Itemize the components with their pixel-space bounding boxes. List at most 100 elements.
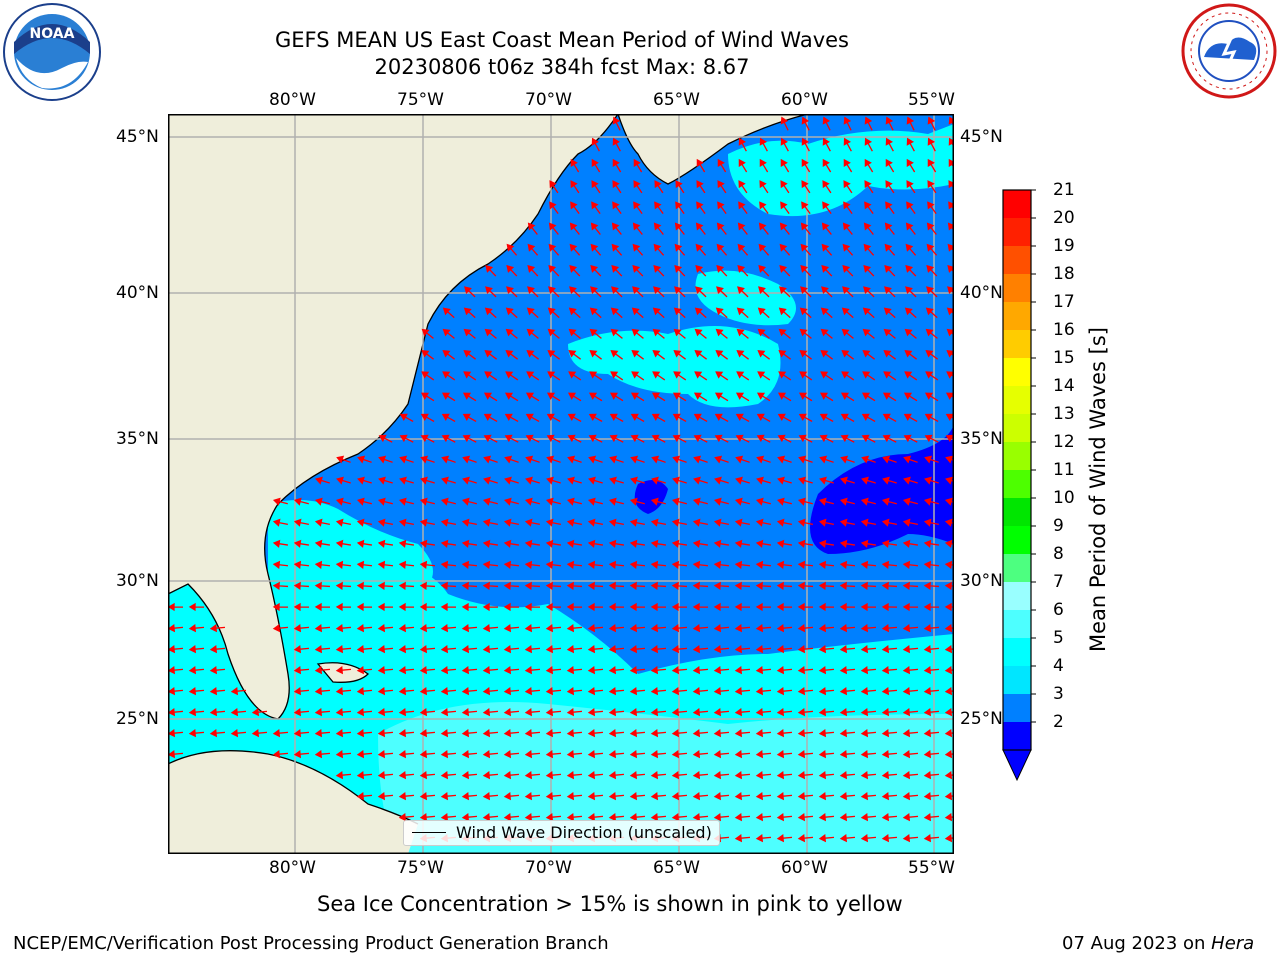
wave-direction-arrow xyxy=(377,644,394,654)
wave-direction-arrow xyxy=(797,644,814,654)
wave-direction-arrow xyxy=(883,328,896,339)
wave-direction-arrow xyxy=(695,286,707,298)
wave-direction-arrow xyxy=(881,539,898,548)
wave-direction-arrow xyxy=(863,243,875,256)
wave-direction-arrow xyxy=(671,497,687,506)
wave-direction-arrow xyxy=(902,644,919,654)
lon-label: 60°W xyxy=(781,90,828,110)
wave-direction-arrow xyxy=(461,539,478,548)
wave-direction-arrow xyxy=(734,518,750,527)
lon-label: 55°W xyxy=(908,90,955,110)
wave-direction-arrow xyxy=(545,728,562,738)
wave-direction-arrow xyxy=(692,770,709,780)
wave-direction-arrow xyxy=(608,539,625,548)
wave-direction-arrow xyxy=(671,728,688,738)
wave-direction-arrow xyxy=(587,623,604,633)
wave-direction-arrow xyxy=(777,455,792,464)
wave-direction-arrow xyxy=(629,560,646,569)
wave-direction-arrow xyxy=(419,581,436,591)
wave-direction-arrow xyxy=(902,539,919,548)
wave-direction-arrow xyxy=(546,434,561,443)
wave-direction-arrow xyxy=(650,791,667,801)
wave-direction-arrow xyxy=(610,371,624,381)
wave-direction-arrow xyxy=(905,222,916,235)
wave-direction-arrow xyxy=(843,158,853,173)
wave-direction-arrow xyxy=(188,644,205,654)
wave-direction-arrow xyxy=(736,328,749,339)
wave-direction-arrow xyxy=(547,371,561,381)
wave-direction-arrow xyxy=(293,602,310,612)
wave-direction-arrow xyxy=(863,265,875,277)
colorbar-segment xyxy=(1003,610,1031,639)
wave-direction-arrow xyxy=(881,686,898,696)
wave-direction-arrow xyxy=(420,455,435,464)
wave-direction-arrow xyxy=(884,222,895,235)
wave-direction-arrow xyxy=(884,265,896,277)
wave-direction-arrow xyxy=(398,602,415,612)
colorbar-segment xyxy=(1003,722,1031,751)
wave-direction-arrow xyxy=(651,434,666,443)
wave-direction-arrow xyxy=(776,539,793,548)
wave-direction-arrow xyxy=(461,497,477,506)
wave-direction-arrow xyxy=(839,749,856,759)
wave-direction-arrow xyxy=(737,243,749,256)
wave-direction-arrow xyxy=(776,665,793,675)
wave-direction-arrow xyxy=(735,476,750,485)
wave-direction-arrow xyxy=(906,158,916,173)
wave-direction-arrow xyxy=(755,791,772,801)
wave-direction-arrow xyxy=(398,581,415,591)
wave-direction-arrow xyxy=(545,707,562,717)
land-cuba xyxy=(168,750,418,854)
legend-line-sample xyxy=(412,832,446,833)
wave-direction-arrow xyxy=(692,665,709,675)
wave-direction-arrow xyxy=(503,707,520,717)
wave-direction-arrow xyxy=(314,623,331,633)
wave-direction-arrow xyxy=(569,222,580,235)
wave-direction-arrow xyxy=(570,158,580,173)
wave-direction-arrow xyxy=(797,812,814,822)
wave-direction-arrow xyxy=(881,665,898,675)
wave-direction-arrow xyxy=(839,833,856,843)
colorbar-tick-label: 17 xyxy=(1053,292,1075,312)
wave-direction-arrow xyxy=(713,812,730,822)
wave-direction-arrow xyxy=(566,791,583,801)
wave-direction-arrow xyxy=(694,371,708,381)
wave-direction-arrow xyxy=(902,602,919,612)
wave-direction-arrow xyxy=(776,833,793,843)
wave-direction-arrow xyxy=(695,222,706,235)
wave-direction-arrow xyxy=(440,644,457,654)
wave-direction-arrow xyxy=(675,180,685,194)
wave-direction-arrow xyxy=(482,791,499,801)
wave-direction-arrow xyxy=(923,728,940,738)
wave-direction-arrow xyxy=(335,602,352,612)
wave-direction-arrow xyxy=(696,158,706,173)
wave-direction-arrow xyxy=(419,623,436,633)
wave-direction-arrow xyxy=(525,413,540,422)
wave-direction-arrow xyxy=(525,392,540,402)
wave-direction-arrow xyxy=(524,623,541,633)
wave-direction-arrow xyxy=(820,307,833,319)
wave-direction-arrow xyxy=(924,413,939,422)
wave-direction-arrow xyxy=(652,328,665,339)
wave-direction-arrow xyxy=(527,265,539,277)
wave-direction-arrow xyxy=(609,434,624,443)
wave-direction-arrow xyxy=(566,749,583,759)
wave-direction-arrow xyxy=(779,243,791,256)
colorbar-segment xyxy=(1003,554,1031,583)
wave-direction-arrow xyxy=(482,812,499,822)
wave-direction-arrow xyxy=(756,455,771,464)
wave-direction-arrow xyxy=(797,728,814,738)
wave-direction-arrow xyxy=(482,749,499,759)
wave-direction-arrow xyxy=(420,413,435,422)
wave-direction-arrow xyxy=(503,518,519,527)
wave-direction-arrow xyxy=(843,137,852,152)
wave-direction-arrow xyxy=(671,581,688,591)
wave-direction-arrow xyxy=(715,350,729,360)
wave-direction-arrow xyxy=(398,686,415,696)
wave-direction-arrow xyxy=(714,392,729,402)
wave-direction-arrow xyxy=(671,707,688,717)
wave-direction-arrow xyxy=(881,707,898,717)
wave-direction-arrow xyxy=(587,791,604,801)
wave-direction-arrow xyxy=(759,201,769,215)
wave-direction-arrow xyxy=(841,371,855,381)
